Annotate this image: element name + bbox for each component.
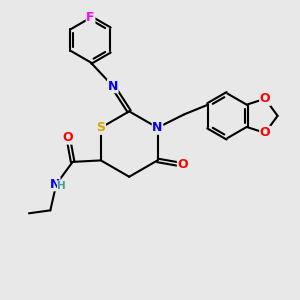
Text: H: H (57, 181, 66, 191)
Text: N: N (152, 121, 163, 134)
Text: O: O (260, 92, 270, 105)
Text: N: N (108, 80, 118, 93)
Text: N: N (50, 178, 60, 191)
Text: O: O (260, 126, 270, 140)
Text: O: O (63, 131, 74, 144)
Text: F: F (86, 11, 95, 24)
Text: O: O (178, 158, 188, 171)
Text: S: S (96, 121, 105, 134)
